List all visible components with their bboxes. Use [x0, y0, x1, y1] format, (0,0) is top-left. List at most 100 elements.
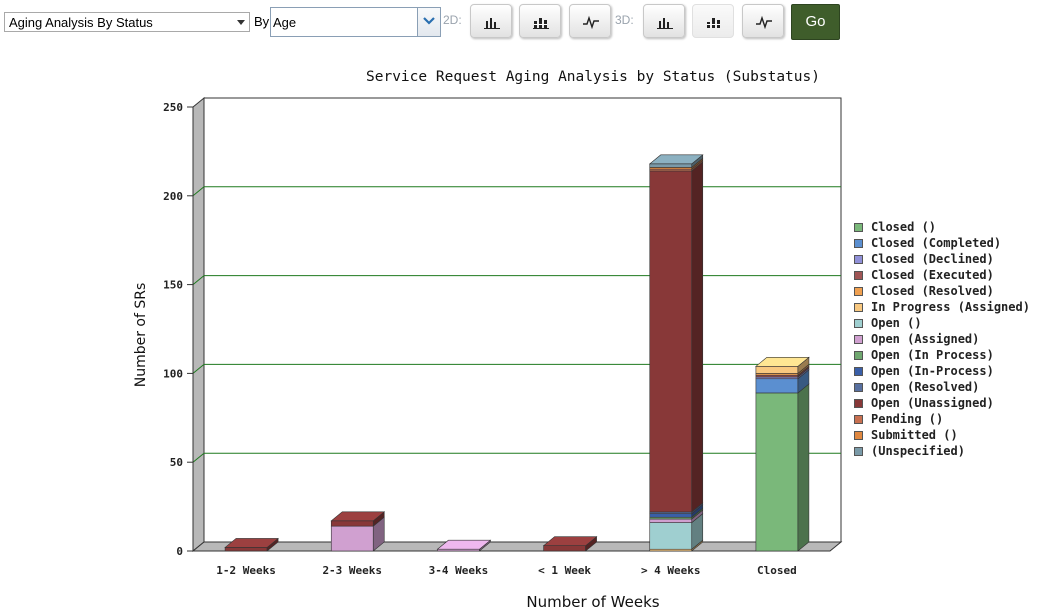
- plot-back-wall: [203, 97, 842, 543]
- legend-item: Open (In Process): [854, 347, 1030, 363]
- chevron-down-icon: [423, 17, 435, 25]
- by-label: By: [254, 14, 270, 29]
- plot-side-wall: [192, 96, 205, 553]
- legend-item: Closed (): [854, 219, 1030, 235]
- legend-item: Open (In-Process): [854, 363, 1030, 379]
- x-tick-label: < 1 Week: [538, 564, 591, 577]
- y-axis-label: Number of SRs: [133, 283, 149, 388]
- bar-segment: [330, 525, 374, 552]
- bar-segment: [755, 378, 799, 394]
- bar-3d-button[interactable]: [643, 4, 685, 38]
- stacked-bar-icon: [707, 18, 720, 28]
- bar-segment-side: [691, 161, 704, 513]
- bar-segment-side: [797, 383, 810, 552]
- bar-top: [224, 538, 279, 548]
- y-tick-label: 250: [163, 101, 183, 114]
- bar-chart-icon: [484, 18, 500, 29]
- y-tick-label: 150: [163, 279, 183, 292]
- bar-segment: [543, 545, 586, 552]
- x-tick-label: > 4 Weeks: [641, 564, 701, 577]
- gridline-side: [192, 364, 205, 374]
- x-tick-label: 3-4 Weeks: [429, 564, 489, 577]
- bar-top: [436, 539, 492, 550]
- gridline-side: [192, 275, 205, 285]
- legend-label: In Progress (Assigned): [871, 300, 1030, 314]
- legend-swatch: [854, 239, 863, 248]
- plot-floor: [191, 541, 843, 552]
- legend-label: (Unspecified): [871, 444, 965, 458]
- legend-item: Open (Unassigned): [854, 395, 1030, 411]
- legend-swatch: [854, 415, 863, 424]
- legend-label: Open (): [871, 316, 922, 330]
- bar-top: [648, 154, 704, 165]
- legend-item: Open (Assigned): [854, 331, 1030, 347]
- legend-item: Closed (Resolved): [854, 283, 1030, 299]
- stacked-2d-button[interactable]: [519, 4, 561, 38]
- legend-swatch: [854, 431, 863, 440]
- stacked-bar-chart: Service Request Aging Analysis by Status…: [133, 69, 843, 611]
- analysis-select[interactable]: Aging Analysis By Status: [4, 12, 250, 32]
- bar-segment: [649, 170, 693, 513]
- legend-label: Open (In Process): [871, 348, 994, 362]
- x-axis-label: Number of Weeks: [526, 593, 659, 611]
- legend-item: Closed (Declined): [854, 251, 1030, 267]
- legend-item: Closed (Completed): [854, 235, 1030, 251]
- by-combobox-button[interactable]: [417, 8, 440, 36]
- line-chart-icon: [583, 15, 599, 29]
- legend-swatch: [854, 447, 863, 456]
- go-button[interactable]: Go: [791, 4, 840, 40]
- legend-label: Pending (): [871, 412, 944, 426]
- x-tick-label: 1-2 Weeks: [216, 564, 276, 577]
- legend-swatch: [854, 399, 863, 408]
- chart-legend: Closed () Closed (Completed) Closed (Decli…: [854, 219, 1030, 459]
- legend-label: Closed (Executed): [871, 268, 994, 282]
- legend-item: Open (Resolved): [854, 379, 1030, 395]
- legend-label: Open (Resolved): [871, 380, 980, 394]
- legend-swatch: [854, 255, 863, 264]
- bar-2d-button[interactable]: [470, 4, 512, 38]
- legend-label: Closed (Declined): [871, 252, 994, 266]
- legend-swatch: [854, 367, 863, 376]
- bar-segment: [755, 392, 799, 552]
- legend-swatch: [854, 319, 863, 328]
- toolbar: Aging Analysis By Status By Age 2D: 3D:: [0, 0, 1040, 44]
- legend-item: (Unspecified): [854, 443, 1030, 459]
- analysis-select-value: Aging Analysis By Status: [9, 15, 153, 30]
- line-2d-button[interactable]: [569, 4, 611, 38]
- legend-item: Submitted (): [854, 427, 1030, 443]
- legend-swatch: [854, 335, 863, 344]
- x-tick-label: Closed: [757, 564, 797, 577]
- legend-swatch: [854, 287, 863, 296]
- bar-segment: [649, 163, 693, 168]
- chart-title: Service Request Aging Analysis by Status…: [366, 69, 820, 85]
- line-chart-icon: [756, 15, 772, 29]
- bar-top: [755, 356, 810, 367]
- stacked-3d-button[interactable]: [692, 4, 734, 38]
- stacked-bar-icon: [533, 18, 549, 29]
- x-tick-label: 2-3 Weeks: [322, 564, 382, 577]
- legend-label: Closed (Resolved): [871, 284, 994, 298]
- gridline-side: [192, 452, 205, 463]
- bar-chart-icon: [657, 18, 673, 29]
- bar-top: [542, 536, 598, 546]
- line-3d-button[interactable]: [742, 4, 784, 38]
- bar-segment: [649, 513, 693, 518]
- legend-label: Submitted (): [871, 428, 958, 442]
- y-tick-label: 100: [163, 367, 183, 380]
- legend-swatch: [854, 303, 863, 312]
- plot-area: 0 50 100 150 200 250 1-2 Weeks 2-3 Weeks 3-4 Wee…: [163, 96, 843, 577]
- y-tick-label: 0: [176, 545, 183, 558]
- dropdown-arrow-icon: [237, 20, 245, 25]
- legend-item: Closed (Executed): [854, 267, 1030, 283]
- legend-label: Closed (Completed): [871, 236, 1002, 250]
- legend-label: Closed (): [871, 220, 937, 234]
- bar-segment: [224, 547, 268, 552]
- legend-swatch: [854, 223, 863, 232]
- by-combobox-value: Age: [273, 15, 297, 30]
- y-tick-label: 200: [163, 190, 183, 203]
- label-2d: 2D:: [443, 13, 462, 27]
- bar-segment: [330, 520, 374, 527]
- gridline-side: [192, 186, 205, 197]
- label-3d: 3D:: [615, 13, 634, 27]
- by-combobox[interactable]: Age: [270, 7, 441, 37]
